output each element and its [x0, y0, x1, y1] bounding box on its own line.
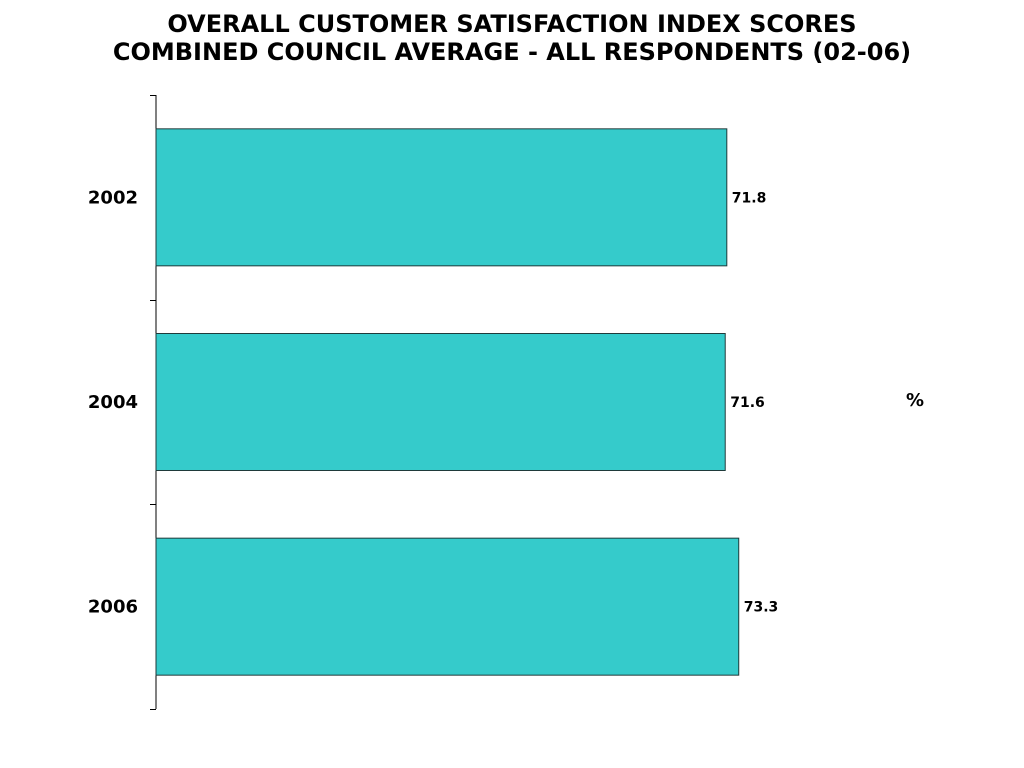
category-label-2002: 2002 [88, 187, 138, 208]
value-label-2004: 71.6 [730, 395, 765, 411]
bars [155, 128, 740, 676]
category-label-2006: 2006 [88, 597, 138, 618]
value-label-2006: 73.3 [744, 600, 779, 616]
labels: 2002 71.8 2004 71.6 2006 73.3 [88, 187, 778, 617]
bar-2004 [155, 333, 726, 471]
value-label-2002: 71.8 [732, 190, 767, 206]
chart-title-block: OVERALL CUSTOMER SATISFACTION INDEX SCOR… [0, 10, 1024, 66]
unit-label: % [906, 390, 924, 411]
bar-2006 [155, 537, 740, 676]
category-label-2004: 2004 [88, 392, 138, 413]
chart-subtitle: COMBINED COUNCIL AVERAGE - ALL RESPONDEN… [112, 38, 912, 66]
chart-title: OVERALL CUSTOMER SATISFACTION INDEX SCOR… [167, 10, 857, 38]
bar-2002 [155, 128, 728, 267]
y-axis [150, 95, 157, 710]
